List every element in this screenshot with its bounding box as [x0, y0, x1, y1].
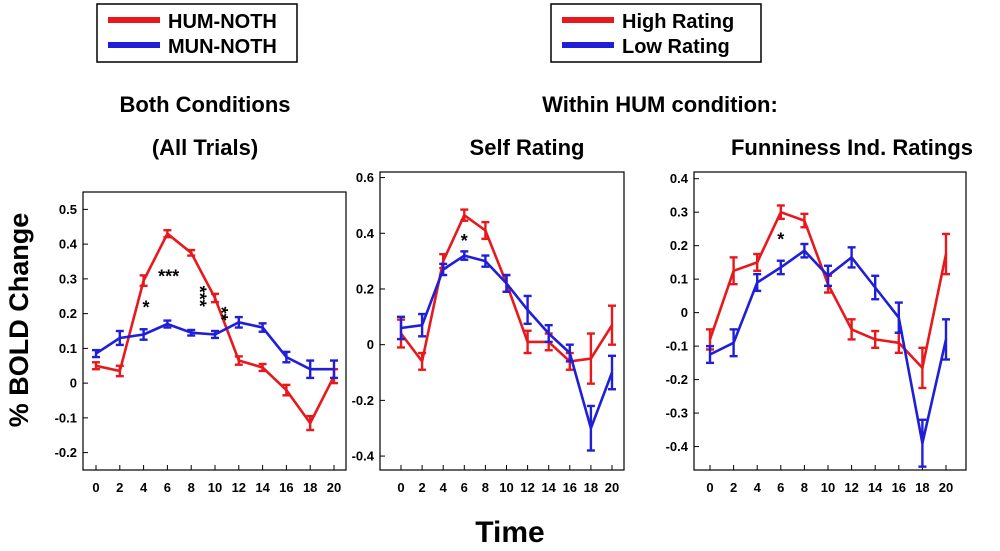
x-tick-label: 12: [844, 480, 858, 495]
x-tick-label: 14: [255, 480, 270, 495]
legend-1: HUM-NOTH MUN-NOTH: [96, 3, 298, 63]
x-tick-label: 6: [777, 480, 784, 495]
group-heading: Within HUM condition:: [542, 92, 778, 117]
x-tick-label: 8: [482, 480, 489, 495]
panel-title: Self Rating: [470, 135, 585, 160]
x-tick-label: 8: [801, 480, 808, 495]
panel-funniness-ratings: Funniness Ind. Ratings -0.4 -0.3 -0.2 -0.1 0 0…: [666, 135, 973, 495]
x-tick-label: 4: [440, 480, 448, 495]
x-tick-label: 10: [499, 480, 513, 495]
series-high-rating: [706, 204, 950, 390]
x-tick-label: 6: [164, 480, 171, 495]
y-tick-label: 0: [70, 376, 77, 391]
y-tick-label: -0.2: [55, 445, 77, 460]
significance-marker: **: [211, 307, 231, 321]
y-tick-label: 0.4: [670, 171, 689, 186]
left-title-line1: Both Conditions: [119, 92, 290, 117]
y-tick-label: 0.1: [59, 341, 77, 356]
significance-marker: ***: [158, 266, 179, 286]
x-tick-label: 8: [188, 480, 195, 495]
legend-2-box: [550, 3, 762, 63]
x-tick-label: 10: [208, 480, 222, 495]
x-tick-label: 18: [584, 480, 598, 495]
x-tick-label: 16: [892, 480, 906, 495]
y-tick-label: 0.3: [59, 271, 77, 286]
x-tick-label: 20: [939, 480, 953, 495]
series-line: [95, 232, 336, 425]
legend-2-label-1: Low Rating: [622, 36, 730, 58]
y-tick-label: 0.1: [670, 272, 688, 287]
y-tick-label: -0.1: [666, 339, 688, 354]
x-tick-label: 18: [303, 480, 317, 495]
legend-2: High Rating Low Rating: [550, 3, 762, 63]
y-tick-label: -0.3: [666, 406, 688, 421]
y-tick-label: -0.4: [666, 439, 689, 454]
y-tick-label: -0.2: [666, 372, 688, 387]
x-tick-label: 2: [116, 480, 123, 495]
plot-frame: [693, 171, 967, 471]
series-hum-noth: [92, 229, 338, 432]
y-tick-label: 0.5: [59, 202, 77, 217]
panel-self-rating: Self Rating-0.4-0.200.20.40.60 2 4 6 8 10 12 14…: [352, 135, 625, 495]
y-tick-label: -0.1: [55, 410, 77, 425]
x-tick-label: 18: [915, 480, 929, 495]
x-tick-label: 12: [232, 480, 246, 495]
y-tick-label: 0.2: [670, 238, 688, 253]
y-tick-label: -0.2: [352, 393, 374, 408]
panel-all-trials: -0.2 -0.1 0 0.1 0.2 0.3 0.4 0.5 0 2 4 6 8 10 12 14 16 18 2…: [55, 191, 347, 495]
legend-1-label-0: HUM-NOTH: [168, 11, 277, 33]
y-tick-label: 0.2: [59, 306, 77, 321]
y-tick-label: 0.3: [670, 205, 688, 220]
y-axis-label: % BOLD Change: [4, 213, 34, 428]
legend-1-box: [96, 3, 298, 63]
series-low-rating: [706, 242, 950, 468]
plot-frame: [379, 171, 625, 471]
x-tick-label: 20: [327, 480, 341, 495]
x-tick-label: 14: [541, 480, 556, 495]
y-tick-label: 0.6: [356, 170, 374, 185]
y-tick-label: 0: [367, 337, 374, 352]
series-low-rating: [397, 250, 616, 452]
x-tick-label: 16: [279, 480, 293, 495]
x-tick-label: 0: [397, 480, 404, 495]
legend-2-label-0: High Rating: [622, 11, 734, 33]
significance-marker: ***: [190, 286, 210, 307]
x-tick-label: 0: [706, 480, 713, 495]
left-title-line2: (All Trials): [152, 135, 258, 160]
y-tick-label: 0.4: [59, 237, 78, 252]
y-tick-label: 0.2: [356, 281, 374, 296]
x-tick-label: 12: [520, 480, 534, 495]
series-mun-noth: [92, 315, 338, 380]
series-high-rating: [397, 208, 616, 385]
x-tick-label: 4: [140, 480, 148, 495]
x-tick-label: 16: [563, 480, 577, 495]
x-tick-label: 14: [868, 480, 883, 495]
x-tick-label: 0: [92, 480, 99, 495]
significance-marker: *: [777, 230, 784, 250]
x-tick-label: 2: [418, 480, 425, 495]
y-tick-label: 0.4: [356, 226, 375, 241]
panel-title: Funniness Ind. Ratings: [731, 135, 973, 160]
significance-marker: *: [142, 298, 149, 318]
x-tick-label: 10: [821, 480, 835, 495]
x-axis-label: Time: [475, 516, 544, 549]
x-tick-label: 4: [754, 480, 762, 495]
significance-marker: *: [461, 231, 468, 251]
x-tick-label: 6: [461, 480, 468, 495]
y-tick-label: -0.4: [352, 449, 375, 464]
y-tick-label: 0: [681, 305, 688, 320]
x-tick-label: 2: [730, 480, 737, 495]
legend-1-label-1: MUN-NOTH: [168, 36, 277, 58]
x-tick-label: 20: [605, 480, 619, 495]
